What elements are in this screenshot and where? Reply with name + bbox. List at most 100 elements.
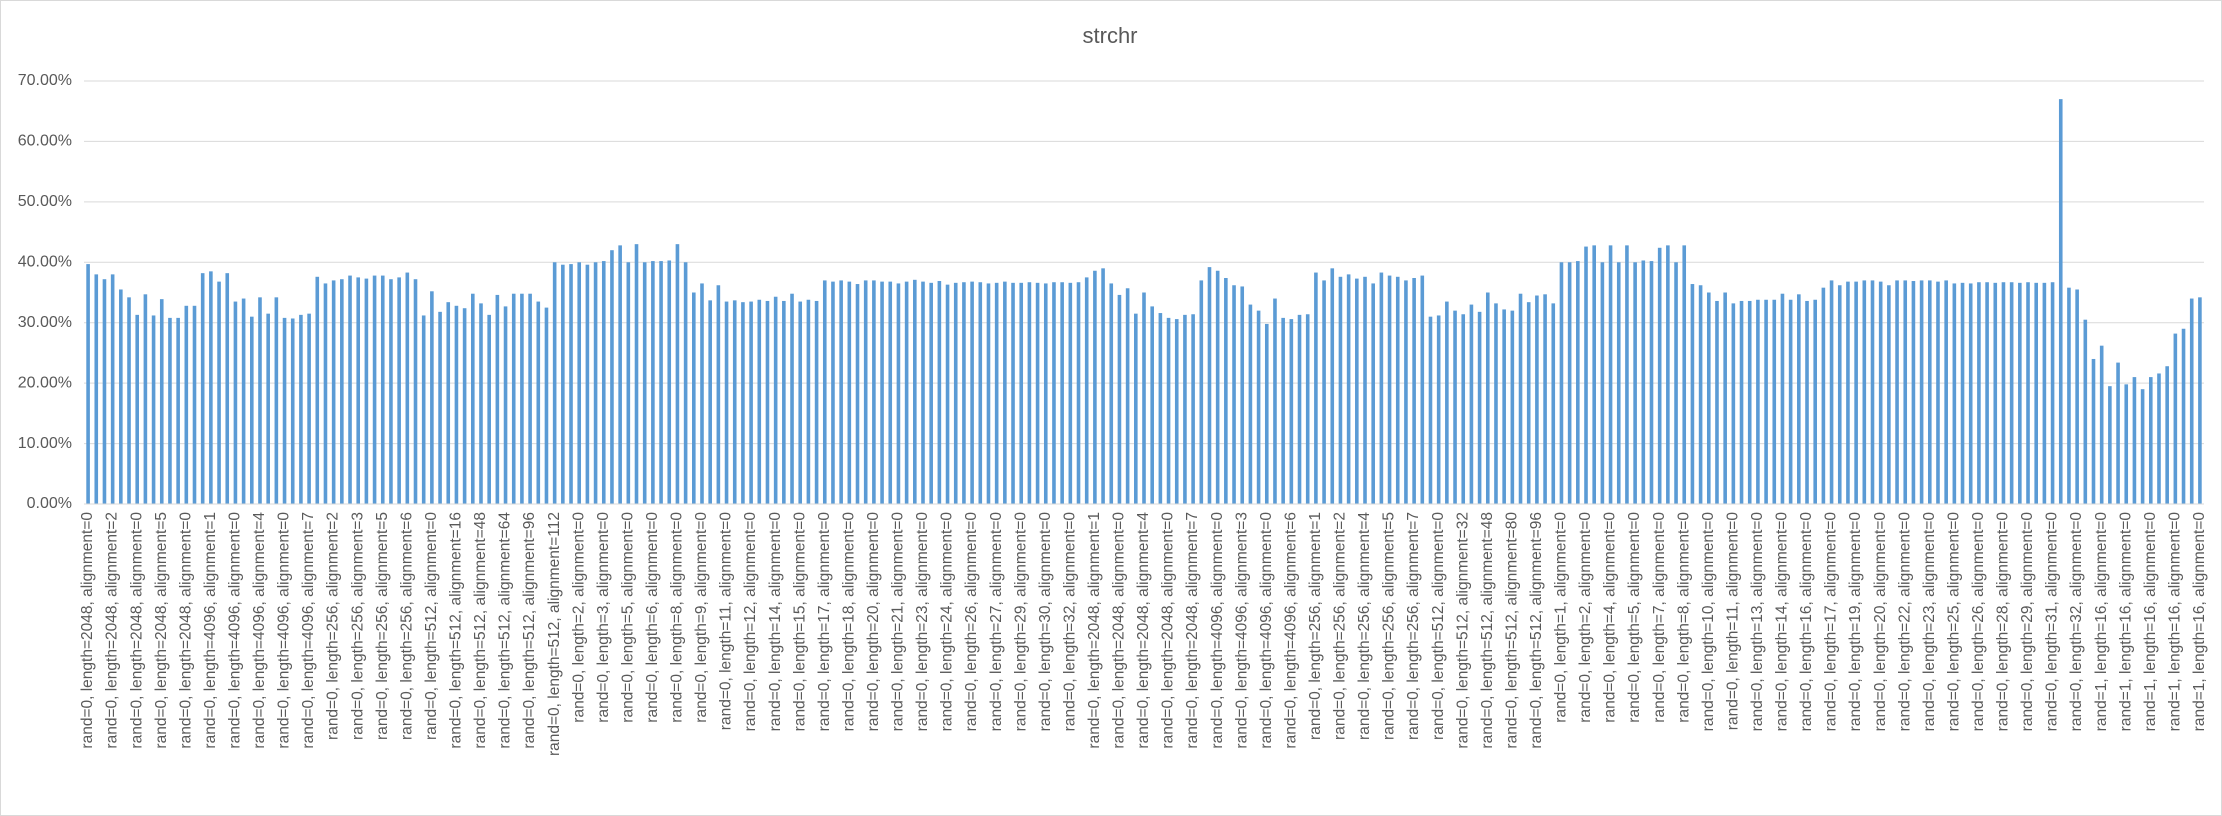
- bar: [1076, 282, 1081, 504]
- bar: [1911, 281, 1916, 504]
- bar: [2050, 282, 2055, 504]
- bar: [86, 264, 90, 504]
- bar: [863, 280, 868, 504]
- bar: [119, 289, 123, 504]
- x-tick-label: rand=0, length=10, alignment=0: [1700, 512, 1717, 732]
- x-tick-label: rand=0, length=9, alignment=0: [693, 512, 710, 723]
- bar: [1436, 315, 1441, 504]
- x-tick-label: rand=0, length=512, alignment=64: [497, 512, 514, 749]
- bar: [1445, 301, 1449, 504]
- bar: [1011, 282, 1015, 504]
- bar: [692, 292, 696, 504]
- x-tick-label: rand=1, length=16, alignment=0: [2191, 512, 2208, 732]
- bar: [1674, 262, 1678, 504]
- bar: [1453, 310, 1457, 504]
- bar: [446, 302, 451, 504]
- bar: [913, 279, 917, 504]
- bar: [94, 274, 99, 504]
- bar: [1264, 323, 1269, 504]
- x-tick-label: rand=0, length=14, alignment=0: [767, 512, 784, 732]
- x-tick-label: rand=0, length=16, alignment=0: [1798, 512, 1815, 732]
- bar: [1813, 299, 1817, 504]
- bar: [1518, 293, 1523, 504]
- bar: [2189, 298, 2194, 504]
- x-tick-label: rand=0, length=1, alignment=0: [1553, 512, 1570, 723]
- bar: [1101, 268, 1105, 504]
- bar: [290, 318, 295, 504]
- bar: [495, 294, 500, 504]
- bar: [1215, 270, 1220, 504]
- bar: [577, 262, 582, 504]
- bar: [1142, 292, 1146, 504]
- bar: [552, 262, 557, 504]
- bar: [839, 280, 843, 504]
- bar: [2018, 282, 2022, 504]
- x-tick-label: rand=0, length=4096, alignment=0: [1209, 512, 1226, 749]
- bar: [1862, 280, 1867, 504]
- y-tick-label: 10.00%: [18, 435, 72, 452]
- x-tick-label: rand=0, length=5, alignment=0: [619, 512, 636, 723]
- x-tick-label: rand=0, length=29, alignment=0: [2019, 512, 2036, 732]
- bar: [1469, 304, 1474, 504]
- bar: [1690, 284, 1695, 504]
- bar: [724, 301, 729, 504]
- bar: [593, 262, 598, 504]
- bar: [102, 279, 107, 504]
- bar: [1043, 283, 1048, 504]
- bar: [1878, 281, 1883, 504]
- x-tick-label: rand=0, length=26, alignment=0: [1970, 512, 1987, 732]
- bar: [1551, 303, 1556, 504]
- x-tick-label: rand=0, length=7, alignment=0: [1651, 512, 1668, 723]
- bar: [1919, 280, 1924, 504]
- x-tick-label: rand=1, length=16, alignment=0: [2117, 512, 2134, 732]
- bar: [1158, 313, 1163, 504]
- bar: [1035, 282, 1040, 504]
- x-tick-label: rand=0, length=20, alignment=0: [1872, 512, 1889, 732]
- bar: [798, 301, 803, 504]
- bar: [1117, 294, 1122, 504]
- bar: [1723, 292, 1727, 504]
- x-tick-label: rand=0, length=23, alignment=0: [1921, 512, 1938, 732]
- bar: [904, 281, 909, 504]
- bar: [1191, 314, 1195, 504]
- bar: [282, 317, 287, 504]
- bar: [258, 297, 262, 504]
- bar: [896, 283, 901, 504]
- bar: [1510, 310, 1515, 504]
- bar: [1715, 300, 1719, 504]
- bar: [1780, 293, 1785, 504]
- x-tick-label: rand=0, length=2048, alignment=0: [79, 512, 96, 749]
- x-tick-label: rand=0, length=6, alignment=0: [644, 512, 661, 723]
- chart-title: strchr: [1083, 23, 1138, 48]
- bar: [2148, 377, 2153, 504]
- bar: [1477, 311, 1482, 504]
- bar: [708, 300, 712, 504]
- x-tick-label: rand=0, length=2048, alignment=5: [153, 512, 170, 749]
- bar: [2067, 287, 2071, 504]
- bar: [1837, 285, 1842, 504]
- bar: [1207, 267, 1212, 504]
- x-tick-label: rand=1, length=16, alignment=0: [2166, 512, 2183, 732]
- bar: [364, 278, 369, 504]
- x-tick-label: rand=0, length=21, alignment=0: [890, 512, 907, 732]
- bar: [675, 244, 680, 504]
- x-tick-label: rand=0, length=29, alignment=0: [1012, 512, 1029, 732]
- bar: [1543, 294, 1547, 504]
- x-tick-label: rand=0, length=4096, alignment=0: [227, 512, 244, 749]
- bar: [1706, 292, 1711, 504]
- x-tick-label: rand=0, length=15, alignment=0: [791, 512, 808, 732]
- bar: [1592, 245, 1596, 504]
- x-tick-label: rand=0, length=31, alignment=0: [2044, 512, 2061, 732]
- x-tick-label: rand=0, length=4096, alignment=7: [300, 512, 317, 749]
- bar: [1134, 313, 1138, 504]
- bar: [331, 280, 336, 504]
- x-tick-label: rand=0, length=2048, alignment=4: [1135, 512, 1152, 749]
- bar: [110, 274, 115, 504]
- x-tick-label: rand=0, length=18, alignment=0: [840, 512, 857, 732]
- bar: [217, 281, 221, 504]
- y-tick-label: 50.00%: [18, 193, 72, 210]
- bar: [855, 284, 860, 504]
- x-tick-label: rand=0, length=2, alignment=0: [1577, 512, 1594, 723]
- bar: [159, 299, 164, 504]
- bar: [2140, 389, 2145, 504]
